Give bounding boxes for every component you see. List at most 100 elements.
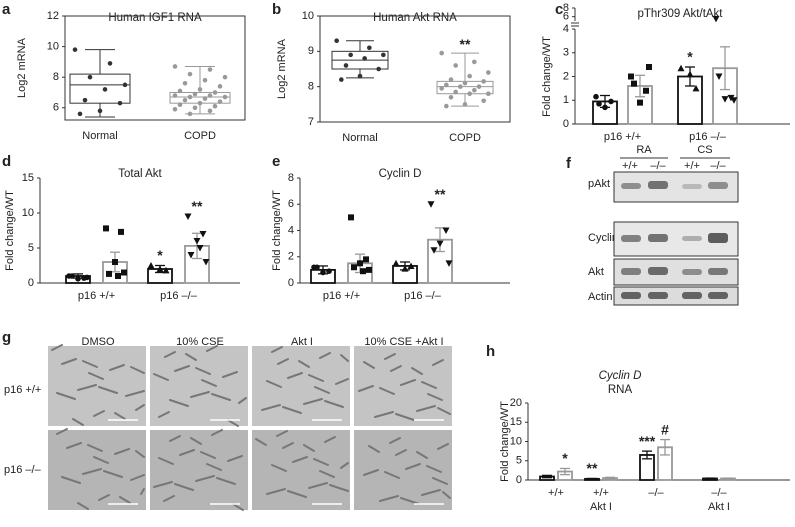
y-tick-label: 4: [288, 224, 294, 236]
cell: [314, 386, 330, 394]
annotation: **: [460, 36, 471, 52]
data-point: [439, 50, 444, 56]
cell: [303, 398, 323, 405]
cell: [255, 438, 267, 446]
cell: [135, 404, 145, 411]
data-point: [448, 77, 454, 82]
data-point: [643, 87, 649, 94]
data-point: [593, 93, 599, 100]
data-point: [436, 240, 444, 248]
cell: [358, 385, 374, 392]
group-label: p16 –/–: [404, 290, 442, 302]
data-point: [401, 265, 409, 272]
data-point: [430, 247, 438, 254]
data-point: [82, 97, 88, 103]
group-label: p16 +/+: [323, 290, 360, 302]
data-point: [360, 268, 366, 275]
data-point: [184, 213, 192, 220]
cell: [405, 463, 421, 470]
protein-label: Akt: [588, 266, 604, 278]
data-point: [187, 252, 195, 259]
data-point: [357, 73, 363, 79]
data-point: [199, 231, 207, 238]
data-point: [326, 268, 332, 274]
cell: [238, 397, 247, 404]
genotype-label: –/–: [710, 160, 726, 172]
data-point: [448, 94, 454, 100]
cell: [287, 372, 303, 379]
data-point: [481, 79, 486, 84]
cell: [282, 406, 302, 414]
cell: [153, 481, 173, 488]
data-point: [715, 73, 723, 80]
group-label: –/–: [711, 487, 727, 499]
cell: [379, 495, 399, 502]
cell: [222, 371, 238, 378]
data-point: [314, 264, 320, 271]
data-point: [202, 77, 208, 83]
cell: [211, 429, 223, 436]
group-label: –/–: [648, 487, 664, 499]
chart-title: Human Akt RNA: [373, 12, 457, 24]
data-point: [106, 270, 112, 277]
cell: [98, 386, 118, 394]
cell: [308, 482, 328, 489]
group-label: p16 –/–: [689, 131, 727, 143]
data-point: [177, 88, 183, 94]
cell: [277, 358, 289, 365]
y-tick-label: 10: [510, 435, 522, 447]
data-point: [444, 103, 449, 109]
data-point: [107, 61, 113, 66]
y-tick-label: 8: [53, 71, 59, 83]
cell: [384, 353, 396, 360]
annotation: *: [157, 247, 163, 263]
data-point: [721, 96, 729, 103]
cell: [135, 450, 145, 458]
cell: [77, 502, 89, 510]
data-point: [351, 264, 357, 271]
data-point: [444, 82, 449, 88]
data-point: [472, 87, 477, 93]
micrograph-grid: [48, 344, 452, 511]
y-tick-label: 0: [516, 474, 522, 486]
data-point: [102, 87, 108, 92]
chart-title: Human IGF1 RNA: [108, 12, 202, 24]
data-point: [677, 64, 685, 72]
cell: [384, 471, 400, 479]
x-tick-label: COPD: [184, 130, 216, 142]
y-tick-label: 10: [22, 207, 34, 219]
cell: [190, 391, 210, 398]
cell: [292, 456, 308, 463]
cell: [174, 365, 190, 372]
data-point: [462, 80, 468, 86]
cell: [411, 367, 423, 375]
cell: [158, 411, 170, 418]
cell: [130, 366, 145, 374]
data-point: [357, 260, 363, 267]
cell: [303, 444, 315, 452]
data-point: [103, 225, 109, 232]
data-point: [207, 93, 213, 98]
group-label: +/+: [548, 487, 564, 499]
cell: [368, 445, 380, 453]
cell: [389, 437, 401, 444]
cell: [421, 489, 441, 496]
cell: [227, 455, 243, 462]
panel-label: e: [272, 153, 280, 170]
protein-label: pAkt: [588, 178, 610, 190]
data-point: [686, 70, 694, 78]
cell: [163, 495, 175, 502]
y-tick-label: 10: [302, 10, 314, 22]
data-point: [177, 102, 183, 108]
plot-frame: [64, 15, 246, 121]
cell: [363, 469, 379, 476]
data-point: [196, 245, 204, 252]
annotation: ***: [639, 433, 656, 449]
cell: [201, 379, 217, 387]
cell: [319, 352, 331, 359]
cell: [313, 458, 329, 466]
data-point: [427, 201, 435, 208]
western-blot: f RA CS +/+ –/– +/+ –/– pAkt Cyclin D Ak…: [566, 144, 739, 306]
data-point: [596, 101, 602, 107]
genotype-label: p16 +/+: [4, 384, 41, 396]
